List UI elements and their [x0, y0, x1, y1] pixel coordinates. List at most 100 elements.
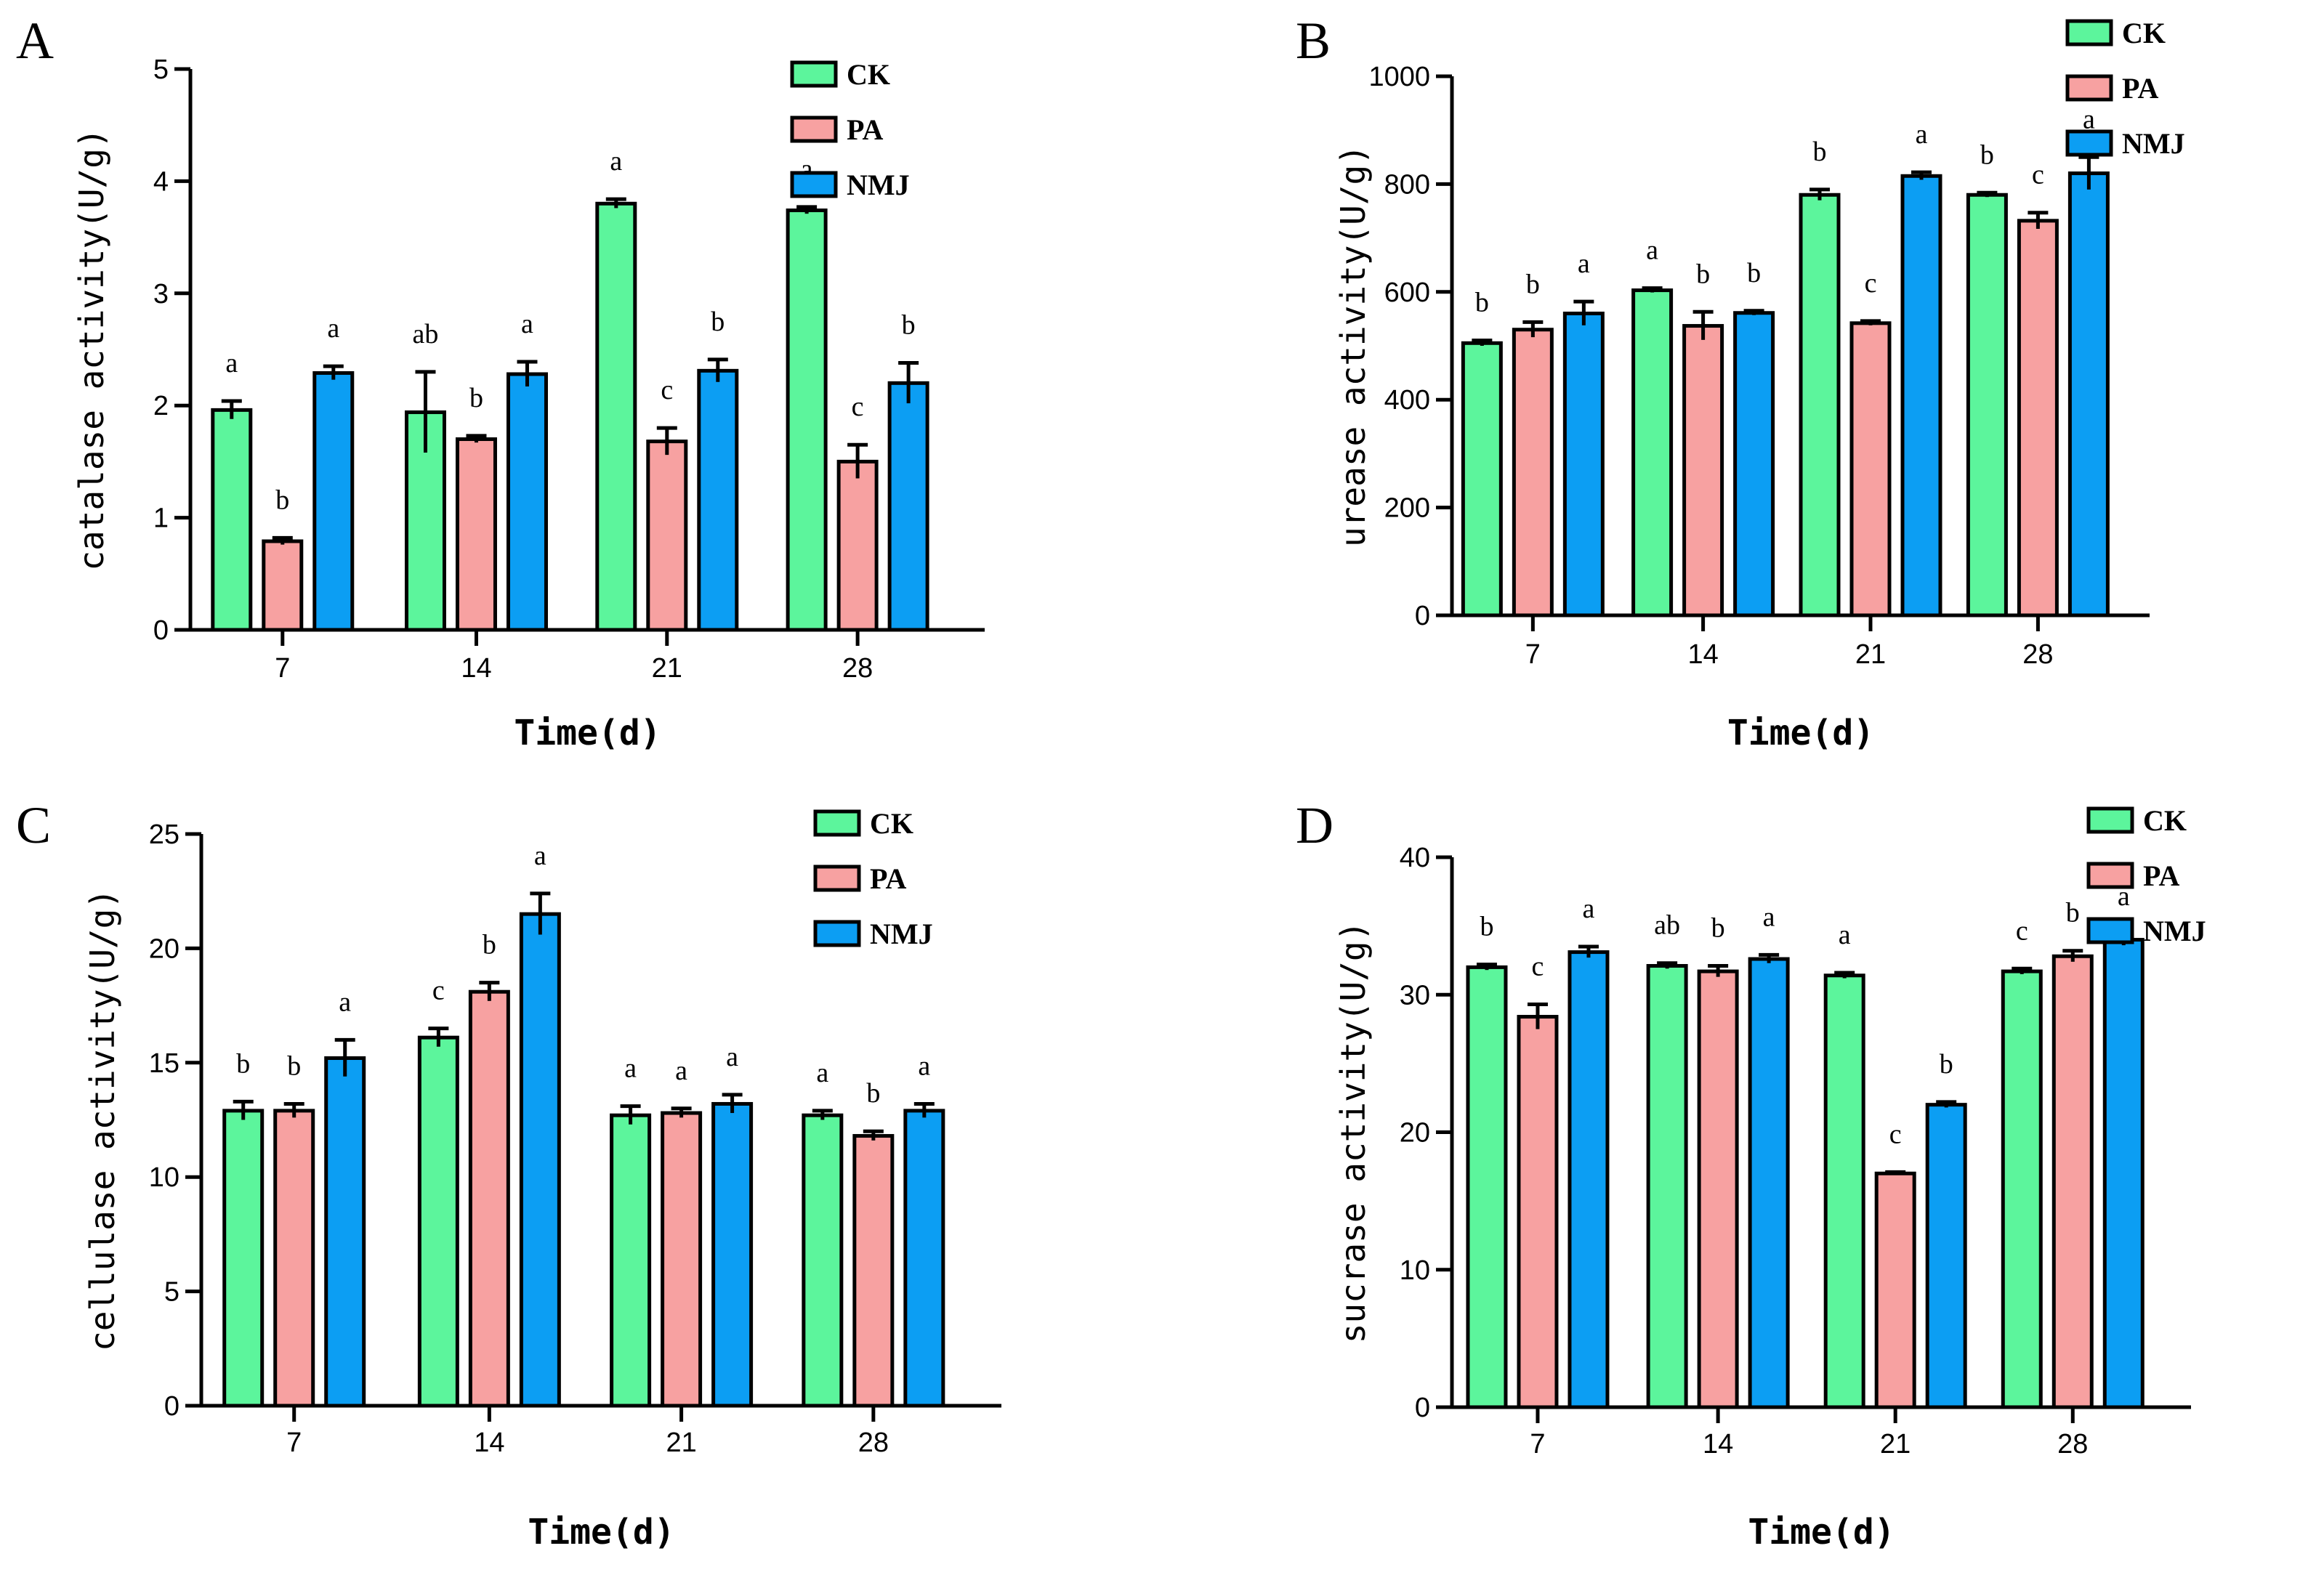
bar-ck — [222, 1109, 265, 1408]
significance-letter: b — [1711, 913, 1725, 944]
significance-letter: ab — [1654, 910, 1680, 941]
x-axis-label: Time(d) — [528, 1512, 674, 1552]
legend-label-ck: CK — [870, 807, 913, 840]
y-tick-label: 2 — [153, 391, 169, 421]
bar-ck — [211, 408, 253, 632]
x-axis-label: Time(d) — [1727, 713, 1874, 753]
legend-label-nmj: NMJ — [870, 918, 933, 950]
legend-swatch-ck — [790, 60, 838, 88]
bar-pa — [1682, 324, 1724, 618]
legend-swatch-nmj — [2086, 917, 2134, 944]
significance-letter: b — [236, 1048, 250, 1079]
bar-nmj — [1733, 311, 1775, 618]
y-tick-label: 3 — [153, 279, 169, 309]
bar-nmj — [2102, 938, 2145, 1409]
significance-letter: c — [1532, 951, 1544, 981]
bar-pa — [646, 440, 688, 632]
significance-letter: a — [624, 1053, 637, 1084]
significance-letter: c — [432, 976, 445, 1006]
x-tick-label: 7 — [1525, 639, 1541, 670]
x-axis-label: Time(d) — [514, 713, 661, 753]
significance-letter: b — [1696, 259, 1710, 289]
bar-ck — [1799, 193, 1841, 618]
bar-ck — [786, 208, 828, 632]
panel-label: D — [1296, 796, 1334, 854]
significance-letter: b — [902, 310, 916, 341]
bar-ck — [1646, 964, 1688, 1409]
bar-nmj — [324, 1056, 366, 1408]
significance-letter: a — [534, 841, 546, 871]
x-tick-label: 28 — [2022, 639, 2053, 670]
significance-letter: b — [1475, 288, 1489, 318]
significance-letter: c — [1865, 268, 1877, 299]
significance-letter: a — [610, 146, 622, 177]
significance-letter: c — [661, 375, 673, 405]
y-tick-label: 10 — [1400, 1255, 1430, 1286]
bar-ck — [1466, 965, 1508, 1409]
significance-letter: b — [711, 307, 725, 337]
x-tick-label: 7 — [275, 653, 290, 684]
x-tick-label: 21 — [666, 1428, 696, 1458]
significance-letter: a — [1916, 119, 1928, 150]
significance-letter: b — [866, 1078, 880, 1109]
bar-ck — [610, 1113, 652, 1408]
bar-pa — [2051, 954, 2094, 1409]
legend-label-pa: PA — [2122, 72, 2158, 105]
x-tick-label: 28 — [2057, 1429, 2088, 1459]
legend-swatch-pa — [2086, 862, 2134, 889]
y-tick-label: 1 — [153, 503, 169, 534]
significance-letter: a — [339, 987, 351, 1017]
bar-pa — [262, 539, 304, 632]
y-tick-label: 0 — [1415, 1393, 1430, 1423]
significance-letter: ab — [413, 319, 439, 349]
y-axis-label: catalase activity(U/g) — [72, 128, 111, 570]
bar-nmj — [1562, 311, 1605, 618]
legend-label-nmj: NMJ — [2122, 127, 2185, 160]
legend-label-ck: CK — [847, 58, 890, 91]
legend-swatch-ck — [2065, 19, 2113, 46]
bar-nmj — [887, 381, 929, 632]
y-tick-label: 5 — [153, 54, 169, 85]
legend-label-nmj: NMJ — [847, 169, 910, 201]
legend-swatch-pa — [2065, 74, 2113, 102]
significance-letter: b — [469, 383, 483, 413]
legend-swatch-ck — [813, 809, 861, 837]
significance-letter: c — [2032, 160, 2044, 190]
legend-label-nmj: NMJ — [2143, 915, 2206, 947]
bar-pa — [1697, 969, 1739, 1409]
significance-letter: b — [1480, 912, 1493, 942]
x-tick-label: 14 — [461, 653, 491, 684]
significance-letter: a — [225, 348, 238, 378]
panel-b: B 0 200 400 600 800 1000 urease activity(U/g) Ti… — [1296, 12, 2185, 753]
x-tick-label: 14 — [1703, 1429, 1733, 1459]
y-axis-label: cellulase activity(U/g) — [83, 888, 122, 1351]
significance-letter: a — [918, 1050, 930, 1081]
y-tick-label: 400 — [1384, 385, 1430, 416]
bar-nmj — [903, 1109, 945, 1408]
panel-c: C 0 5 10 15 20 25 cellulase activity(U/g) Time(d… — [16, 796, 1001, 1552]
significance-letter: b — [1813, 137, 1827, 167]
x-tick-label: 21 — [1855, 639, 1886, 670]
bar-nmj — [711, 1101, 754, 1408]
bar-pa — [455, 437, 497, 632]
y-tick-label: 5 — [164, 1277, 179, 1308]
bar-pa — [1849, 321, 1892, 618]
significance-letter: a — [521, 309, 533, 339]
bar-ck — [2001, 969, 2043, 1409]
bar-pa — [2017, 219, 2059, 618]
panel-d: D 0 10 20 30 40 sucrase activity(U/g) Time(d) 7 b… — [1296, 796, 2206, 1552]
y-tick-label: 10 — [149, 1162, 179, 1193]
x-tick-label: 14 — [1687, 639, 1718, 670]
y-tick-label: 15 — [149, 1048, 179, 1079]
y-tick-label: 0 — [164, 1391, 179, 1422]
legend-swatch-ck — [2086, 806, 2134, 834]
bar-nmj — [506, 372, 548, 632]
significance-letter: a — [1646, 235, 1658, 266]
x-tick-label: 28 — [858, 1428, 889, 1458]
legend-label-pa: PA — [2143, 859, 2179, 892]
bar-ck — [802, 1113, 844, 1408]
legend-label-ck: CK — [2143, 804, 2187, 837]
y-tick-label: 600 — [1384, 278, 1430, 308]
bar-ck — [1461, 341, 1503, 618]
